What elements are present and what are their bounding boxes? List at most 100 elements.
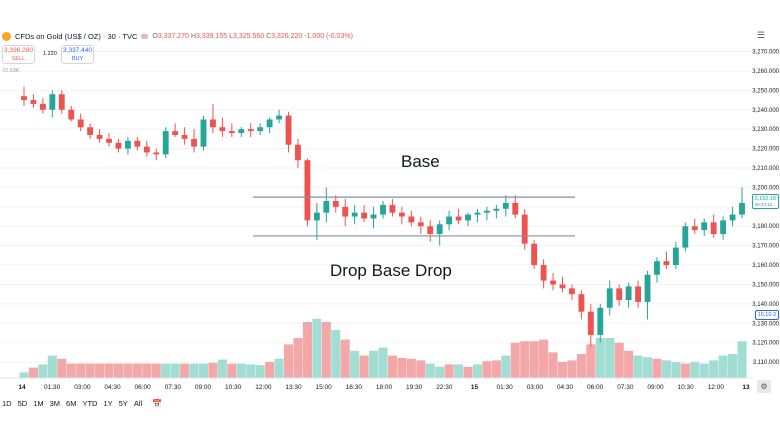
candle-body [493, 208, 500, 211]
candle-body [739, 202, 745, 215]
volume-bar [463, 366, 473, 378]
candle-body [115, 142, 122, 149]
x-tick-label: 07:30 [165, 384, 182, 391]
y-tick-label: 3,230.000 [752, 127, 779, 133]
y-tick-label: 3,160.000 [752, 263, 779, 269]
candle-body [502, 202, 509, 209]
calendar-icon[interactable]: 📅 [152, 399, 163, 408]
candle-body [569, 288, 575, 295]
volume-bar [520, 341, 530, 378]
timeframe-1d[interactable]: 1D [2, 399, 12, 408]
volume-bar [539, 339, 549, 378]
timeframe-6m[interactable]: 6M [66, 399, 77, 408]
volume-bar [614, 342, 624, 378]
timeframe-1y[interactable]: 1Y [103, 399, 113, 408]
candle-body [512, 202, 519, 215]
volume-bar [123, 363, 133, 378]
ohlc-readout: O3,337.270 H3,339.155 L3,325.560 C3,326.… [152, 33, 353, 40]
volume-bar [113, 363, 123, 378]
volume-bar [132, 363, 142, 378]
candle-body [710, 222, 717, 234]
y-tick-label: 3,200.000 [752, 185, 779, 191]
volume-bar [359, 355, 369, 378]
x-tick-label: 01:30 [497, 384, 514, 391]
volume-bar [416, 360, 426, 378]
volume-bar [350, 350, 360, 378]
volume-bar [624, 350, 634, 378]
x-tick-label: 12:00 [255, 384, 272, 391]
candle-body [313, 212, 320, 221]
x-tick-label: 10:30 [225, 384, 242, 391]
candle-body [559, 284, 566, 289]
ohlc-change: -1.000 (-0.03%) [304, 33, 353, 40]
buy-label: BUY [71, 56, 84, 62]
y-tick-label: 3,120.000 [752, 341, 779, 347]
buy-button[interactable]: 3,337.440 BUY [61, 45, 94, 64]
sell-button[interactable]: 3,336.280 SELL [2, 45, 35, 64]
candle-body [351, 212, 358, 217]
candle-body [96, 135, 103, 139]
x-tick-label: 04:30 [557, 384, 574, 391]
volume-bar [340, 339, 350, 378]
x-tick-label: 16:30 [346, 384, 363, 391]
candle-body [370, 214, 377, 219]
candle-body [39, 103, 46, 110]
volume-bar [38, 364, 48, 378]
gear-icon[interactable]: ⚙ [757, 380, 771, 393]
x-tick-label: 06:00 [587, 384, 604, 391]
x-tick-label: 13 [742, 384, 750, 391]
buy-price: 3,337.440 [63, 47, 92, 54]
ohlc-close: 3,326.220 [271, 33, 303, 40]
volume-bar [28, 367, 38, 378]
candle-body [597, 307, 604, 335]
timeframe-all[interactable]: All [133, 399, 143, 408]
x-tick-label: 13:30 [285, 384, 302, 391]
candle-body [474, 212, 481, 215]
y-tick-label: 3,180.000 [752, 224, 779, 230]
candle-body [465, 214, 471, 221]
timeframe-5y[interactable]: 5Y [118, 399, 128, 408]
x-tick-label: 10:30 [678, 384, 695, 391]
candle-body [540, 265, 547, 281]
candle-body [276, 115, 283, 120]
candle-body [181, 135, 188, 139]
symbol-title[interactable]: CFDs on Gold (US$ / OZ) · 30 · TVC [15, 32, 138, 41]
candle-body [238, 129, 245, 134]
timeframe-5d[interactable]: 5D [17, 399, 28, 408]
candle-body [427, 226, 434, 234]
x-tick-label: 07:30 [617, 384, 634, 391]
candle-body [550, 280, 556, 285]
candle-body [417, 222, 424, 227]
candle-body [455, 216, 462, 221]
candle-body [200, 119, 207, 147]
timeframe-1m[interactable]: 1M [33, 399, 44, 408]
volume-bar [690, 362, 700, 378]
volume-bar [66, 363, 76, 378]
volume-bar [529, 341, 539, 378]
candle-body [332, 201, 339, 207]
volume-bar [321, 322, 331, 378]
candle-body [663, 261, 670, 266]
volume-bar [57, 358, 67, 378]
volume-readout: 72.93K [2, 68, 20, 74]
timeframe-ytd[interactable]: YTD [82, 399, 98, 408]
base-annotation: Base [401, 152, 440, 171]
timeframe-3m[interactable]: 3M [49, 399, 61, 408]
volume-bar [19, 372, 29, 378]
candle-body [21, 96, 27, 101]
volume-bar [728, 354, 738, 378]
candle-body [77, 119, 84, 128]
time-axis: 14 01:30 03:00 04:30 06:00 07:30 09:00 10:30 12:… [0, 377, 752, 391]
candle-body [635, 286, 642, 302]
volume-bar [331, 330, 341, 378]
menu-icon[interactable]: ☰ [757, 30, 766, 40]
candle-body [68, 109, 75, 120]
volume-bar [208, 362, 218, 378]
volume-bar [567, 360, 577, 378]
candle-body [323, 201, 330, 213]
candle-body [578, 294, 585, 312]
candle-body [191, 138, 197, 147]
candle-body [106, 138, 112, 143]
candle-body [654, 261, 660, 275]
